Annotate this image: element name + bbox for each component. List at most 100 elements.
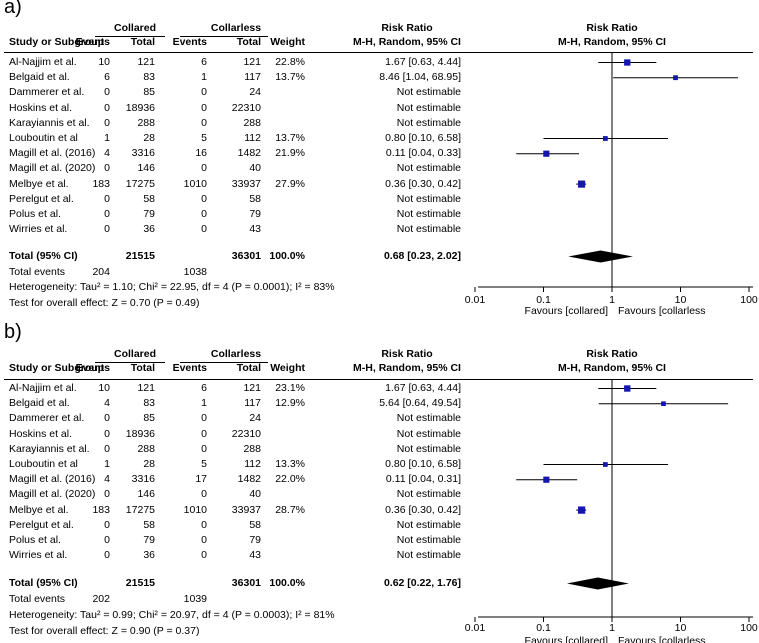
weight: 22.8%	[275, 56, 305, 68]
col-events-2: Events	[172, 362, 207, 374]
total-events-1: 202	[92, 593, 110, 605]
events-2: 0	[201, 442, 207, 455]
total-1: 146	[137, 162, 155, 175]
risk-ratio: 0.80 [0.10, 6.58]	[385, 458, 461, 470]
plot-subtitle: M-H, Random, 95% CI	[558, 362, 666, 374]
total-2: 112	[244, 132, 261, 144]
risk-ratio: Not estimable	[396, 534, 461, 546]
col-events-1: Events	[75, 36, 110, 48]
events-2: 0	[201, 549, 207, 562]
risk-ratio: 0.80 [0.10, 6.58]	[385, 132, 461, 144]
study-marker	[603, 462, 608, 467]
header-rule	[4, 379, 753, 380]
study-name: Magill et al. (2020)	[9, 488, 96, 501]
total-1: 79	[143, 534, 155, 546]
events-2: 0	[201, 86, 207, 99]
study-marker	[673, 75, 678, 81]
risk-ratio: Not estimable	[396, 86, 461, 99]
events-2: 16	[195, 147, 207, 160]
total-n2: 36301	[231, 577, 261, 589]
study-name: Al-Najjim et al.	[9, 56, 77, 68]
events-2: 1	[201, 397, 207, 410]
study-name: Louboutin et al	[9, 458, 78, 470]
risk-ratio: 0.36 [0.30, 0.42]	[385, 503, 461, 516]
total-2: 24	[249, 412, 261, 425]
events-2: 1010	[183, 503, 207, 516]
col-study: Study or Subgroup	[9, 36, 105, 48]
col-total-1: Total	[130, 362, 155, 374]
events-1: 1	[104, 132, 110, 144]
risk-ratio: Not estimable	[396, 101, 461, 114]
weight: 21.9%	[275, 147, 305, 160]
header-rule	[4, 52, 753, 53]
total-n1: 21515	[125, 577, 155, 589]
events-2: 0	[201, 427, 207, 440]
total-2: 117	[244, 71, 261, 84]
study-name: Melbye et al.	[9, 177, 69, 190]
events-1: 183	[92, 177, 110, 190]
total-2: 43	[249, 223, 261, 236]
study-name: Hoskins et al.	[9, 427, 73, 440]
events-2: 0	[201, 534, 207, 546]
total-2: 1482	[237, 473, 261, 486]
col-total-2: Total	[236, 36, 261, 48]
total-2: 288	[243, 116, 261, 129]
group2-header: Collarless	[210, 22, 262, 34]
study-name: Belgaid et al.	[9, 71, 70, 84]
total-1: 36	[143, 223, 155, 236]
total-2: 79	[249, 208, 261, 220]
total-1: 17275	[125, 177, 155, 190]
x-tick-label: 10	[675, 622, 687, 634]
total-1: 288	[137, 116, 155, 129]
total-n1: 21515	[125, 250, 155, 262]
total-2: 22310	[231, 427, 261, 440]
x-tick-label: 0.1	[536, 622, 551, 634]
panel-label: b)	[4, 321, 22, 343]
total-1: 85	[143, 412, 155, 425]
total-2: 22310	[231, 101, 261, 114]
study-name: Wirries et al.	[9, 549, 68, 562]
events-1: 0	[104, 116, 110, 129]
total-events-1: 204	[92, 266, 110, 278]
study-name: Melbye et al.	[9, 503, 69, 516]
group1-header: Collared	[113, 348, 156, 360]
col-events-1: Events	[75, 362, 110, 374]
events-1: 4	[104, 473, 110, 486]
events-2: 0	[201, 101, 207, 114]
total-1: 3316	[131, 147, 155, 160]
total-1: 18936	[125, 101, 155, 114]
events-1: 1	[104, 458, 110, 470]
study-name: Belgaid et al.	[9, 397, 70, 410]
total-weight: 100.0%	[269, 250, 305, 262]
total-1: 83	[143, 397, 155, 410]
col-rr-sub: M-H, Random, 95% CI	[353, 36, 461, 48]
x-tick-label: 100	[740, 294, 758, 306]
favours-right: Favours [collarless	[618, 305, 706, 317]
study-name: Dammerer et al.	[9, 86, 85, 99]
col-total-1: Total	[130, 36, 155, 48]
x-tick-label: 0.01	[465, 622, 486, 634]
x-tick-label: 100	[740, 622, 758, 634]
events-2: 1	[201, 71, 207, 84]
risk-ratio: 0.11 [0.04, 0.31]	[385, 473, 461, 486]
risk-ratio: Not estimable	[396, 549, 461, 562]
total-2: 58	[249, 518, 261, 531]
col-study: Study or Subgroup	[9, 362, 105, 374]
events-2: 0	[201, 412, 207, 425]
total-2: 40	[249, 488, 261, 501]
risk-ratio: Not estimable	[396, 412, 461, 425]
study-name: Karayiannis et al.	[9, 116, 90, 129]
events-2: 0	[201, 208, 207, 220]
events-2: 0	[201, 162, 207, 175]
events-1: 0	[104, 192, 110, 205]
x-tick-label: 1	[609, 622, 615, 634]
total-2: 288	[243, 442, 261, 455]
risk-ratio: 0.11 [0.04, 0.33]	[385, 147, 461, 160]
total-2: 121	[243, 382, 261, 394]
study-name: Wirries et al.	[9, 223, 68, 236]
total-1: 28	[143, 458, 155, 470]
total-label: Total (95% CI)	[9, 250, 78, 262]
x-tick-label: 0.01	[465, 294, 486, 306]
weight: 27.9%	[275, 177, 305, 190]
events-2: 5	[201, 132, 207, 144]
